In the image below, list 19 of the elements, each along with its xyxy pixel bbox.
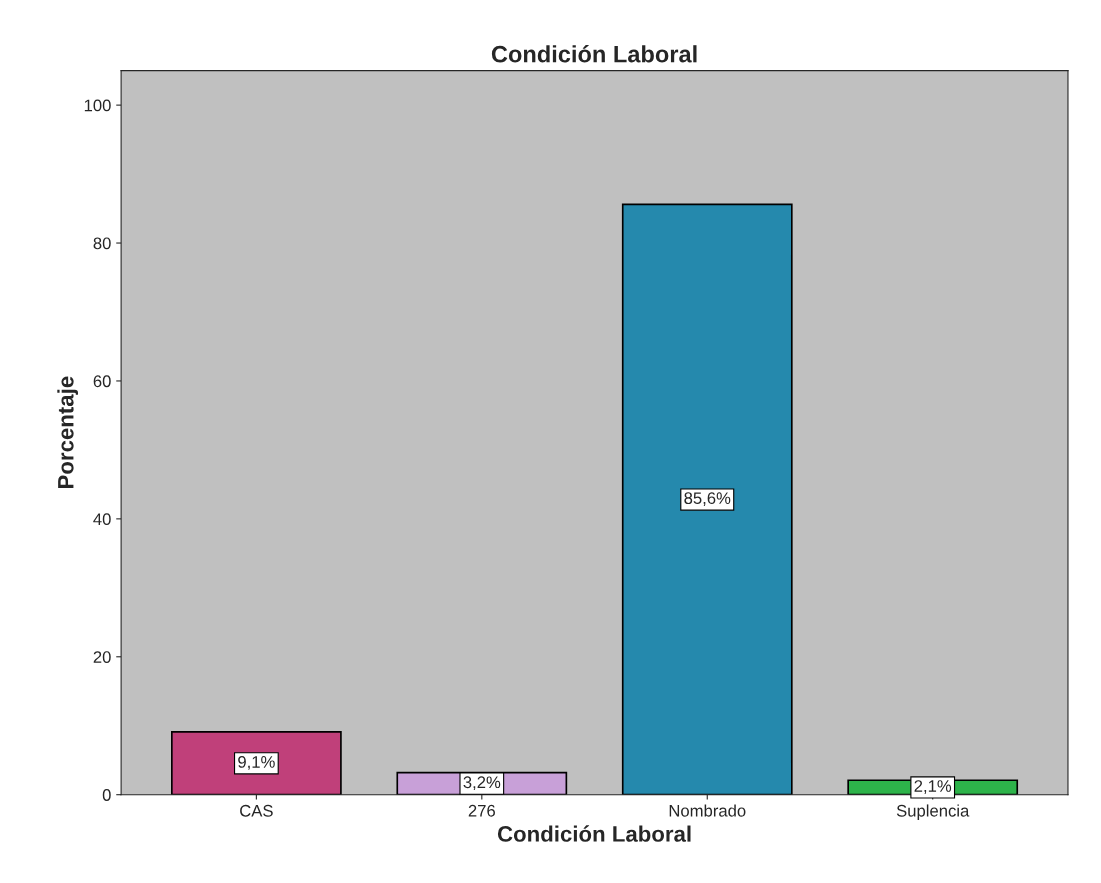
- x-axis-title: Condición Laboral: [497, 825, 691, 842]
- y-axis-title: Porcentaje: [57, 376, 79, 488]
- y-tick-label: 60: [93, 375, 111, 388]
- y-tick-label: 20: [93, 651, 111, 663]
- x-tick-label: CAS: [240, 804, 273, 817]
- bar: [621, 203, 793, 795]
- data-label: 9,1%: [238, 756, 275, 770]
- y-tick-label: 80: [93, 237, 111, 250]
- x-tick-label: 276: [468, 804, 495, 817]
- y-tick-label: 40: [93, 513, 111, 526]
- data-label: 3,2%: [463, 776, 501, 791]
- y-tick-label: 0: [102, 789, 111, 801]
- bar: [170, 731, 342, 795]
- x-tick-label: Nombrado: [669, 804, 746, 817]
- data-label: 85,6%: [684, 492, 731, 506]
- data-label: 2,1%: [914, 780, 952, 794]
- chart-title: Condición Laboral: [491, 44, 697, 63]
- y-tick-label: 100: [84, 99, 111, 112]
- x-tick-label: Suplencia: [896, 804, 970, 820]
